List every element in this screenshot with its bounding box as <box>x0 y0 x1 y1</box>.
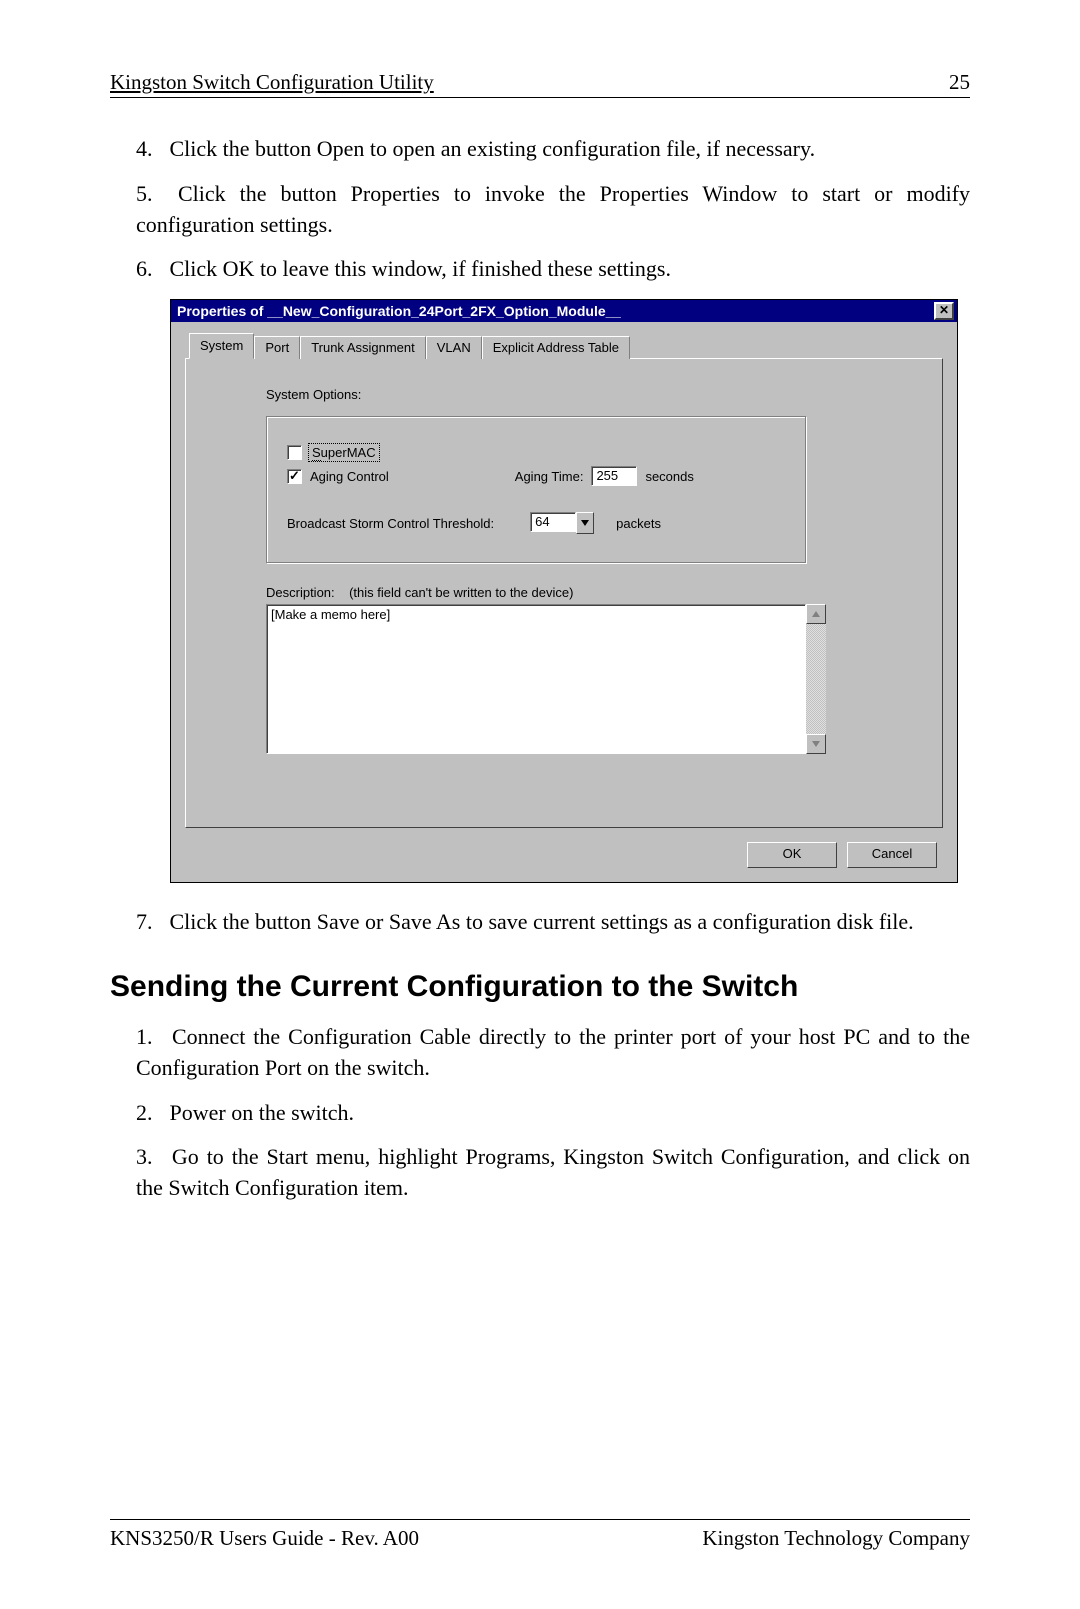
step-text: Click the button Properties to invoke th… <box>136 181 970 237</box>
aging-control-checkbox[interactable] <box>287 469 302 484</box>
tab-system[interactable]: System <box>189 333 254 359</box>
step-item: 5. Click the button Properties to invoke… <box>136 179 970 241</box>
description-hint: (this field can't be written to the devi… <box>349 585 573 600</box>
aging-control-row: Aging Control Aging Time: 255 seconds <box>287 466 785 486</box>
scroll-up-icon[interactable] <box>806 604 826 624</box>
section-heading: Sending the Current Configuration to the… <box>110 970 970 1004</box>
step-number: 2. <box>136 1098 164 1129</box>
tab-strip: System Port Trunk Assignment VLAN Explic… <box>189 332 943 358</box>
step-text: Click the button Save or Save As to save… <box>170 909 914 934</box>
step-item: 6. Click OK to leave this window, if fin… <box>136 254 970 285</box>
body-text-section: 1. Connect the Configuration Cable direc… <box>110 1022 970 1204</box>
system-options-label: System Options: <box>266 387 912 402</box>
description-textarea[interactable]: [Make a memo here] <box>266 604 806 754</box>
description-label-row: Description: (this field can't be writte… <box>266 585 912 600</box>
step-text: Click OK to leave this window, if finish… <box>170 256 671 281</box>
step-item: 4. Click the button Open to open an exis… <box>136 134 970 165</box>
step-number: 1. <box>136 1022 164 1053</box>
supermac-label: SuperMAC <box>310 445 378 460</box>
ok-button[interactable]: OK <box>747 842 837 868</box>
step-item: 7. Click the button Save or Save As to s… <box>136 907 970 938</box>
description-textarea-wrap: [Make a memo here] <box>266 604 826 754</box>
step-text: Click the button Open to open an existin… <box>170 136 816 161</box>
tab-trunk-assignment[interactable]: Trunk Assignment <box>300 336 426 359</box>
step-text: Power on the switch. <box>170 1100 355 1125</box>
tab-port[interactable]: Port <box>254 336 300 359</box>
description-scrollbar[interactable] <box>806 604 826 754</box>
system-options-group: SuperMAC Aging Control Aging Time: 255 s… <box>266 416 806 563</box>
tab-sheet-system: System Options: SuperMAC Aging Control A… <box>185 358 943 828</box>
step-number: 6. <box>136 254 164 285</box>
scroll-down-icon[interactable] <box>806 734 826 754</box>
broadcast-label: Broadcast Storm Control Threshold: <box>287 516 494 531</box>
broadcast-threshold-combo[interactable]: 64 <box>530 512 594 534</box>
chevron-down-icon[interactable] <box>576 512 594 534</box>
dialog-title: Properties of __New_Configuration_24Port… <box>177 303 621 319</box>
step-number: 3. <box>136 1142 164 1173</box>
step-text: Connect the Configuration Cable directly… <box>136 1024 970 1080</box>
description-label: Description: <box>266 585 335 600</box>
aging-time-input[interactable]: 255 <box>591 466 637 486</box>
step-item: 1. Connect the Configuration Cable direc… <box>136 1022 970 1084</box>
aging-control-label: Aging Control <box>310 469 389 484</box>
step-number: 4. <box>136 134 164 165</box>
aging-time-unit: seconds <box>645 469 693 484</box>
step-number: 7. <box>136 907 164 938</box>
document-page: Kingston Switch Configuration Utility 25… <box>0 0 1080 1609</box>
tab-explicit-address-table[interactable]: Explicit Address Table <box>482 336 630 359</box>
broadcast-threshold-value[interactable]: 64 <box>530 512 576 532</box>
step-text: Go to the Start menu, highlight Programs… <box>136 1144 970 1200</box>
properties-dialog-screenshot: Properties of __New_Configuration_24Port… <box>170 299 958 883</box>
dialog-titlebar: Properties of __New_Configuration_24Port… <box>171 300 957 322</box>
scroll-track[interactable] <box>806 624 826 734</box>
broadcast-unit: packets <box>616 516 661 531</box>
supermac-checkbox[interactable] <box>287 445 302 460</box>
close-icon[interactable]: ✕ <box>934 302 954 320</box>
footer-left: KNS3250/R Users Guide - Rev. A00 <box>110 1526 419 1551</box>
properties-dialog: Properties of __New_Configuration_24Port… <box>170 299 958 883</box>
aging-time-label: Aging Time: <box>515 469 584 484</box>
supermac-row: SuperMAC <box>287 445 785 460</box>
page-footer: KNS3250/R Users Guide - Rev. A00 Kingsto… <box>110 1519 970 1551</box>
cancel-button[interactable]: Cancel <box>847 842 937 868</box>
dialog-body: System Port Trunk Assignment VLAN Explic… <box>171 322 957 882</box>
step-item: 3. Go to the Start menu, highlight Progr… <box>136 1142 970 1204</box>
dialog-button-row: OK Cancel <box>185 842 943 868</box>
broadcast-row: Broadcast Storm Control Threshold: 64 pa… <box>287 512 785 534</box>
header-title: Kingston Switch Configuration Utility <box>110 70 434 95</box>
footer-right: Kingston Technology Company <box>702 1526 970 1551</box>
tab-vlan[interactable]: VLAN <box>426 336 482 359</box>
step-number: 5. <box>136 179 164 210</box>
page-number: 25 <box>949 70 970 95</box>
step-item: 2. Power on the switch. <box>136 1098 970 1129</box>
page-header: Kingston Switch Configuration Utility 25 <box>110 70 970 98</box>
body-text-after-dialog: 7. Click the button Save or Save As to s… <box>110 907 970 938</box>
body-text-top: 4. Click the button Open to open an exis… <box>110 134 970 285</box>
